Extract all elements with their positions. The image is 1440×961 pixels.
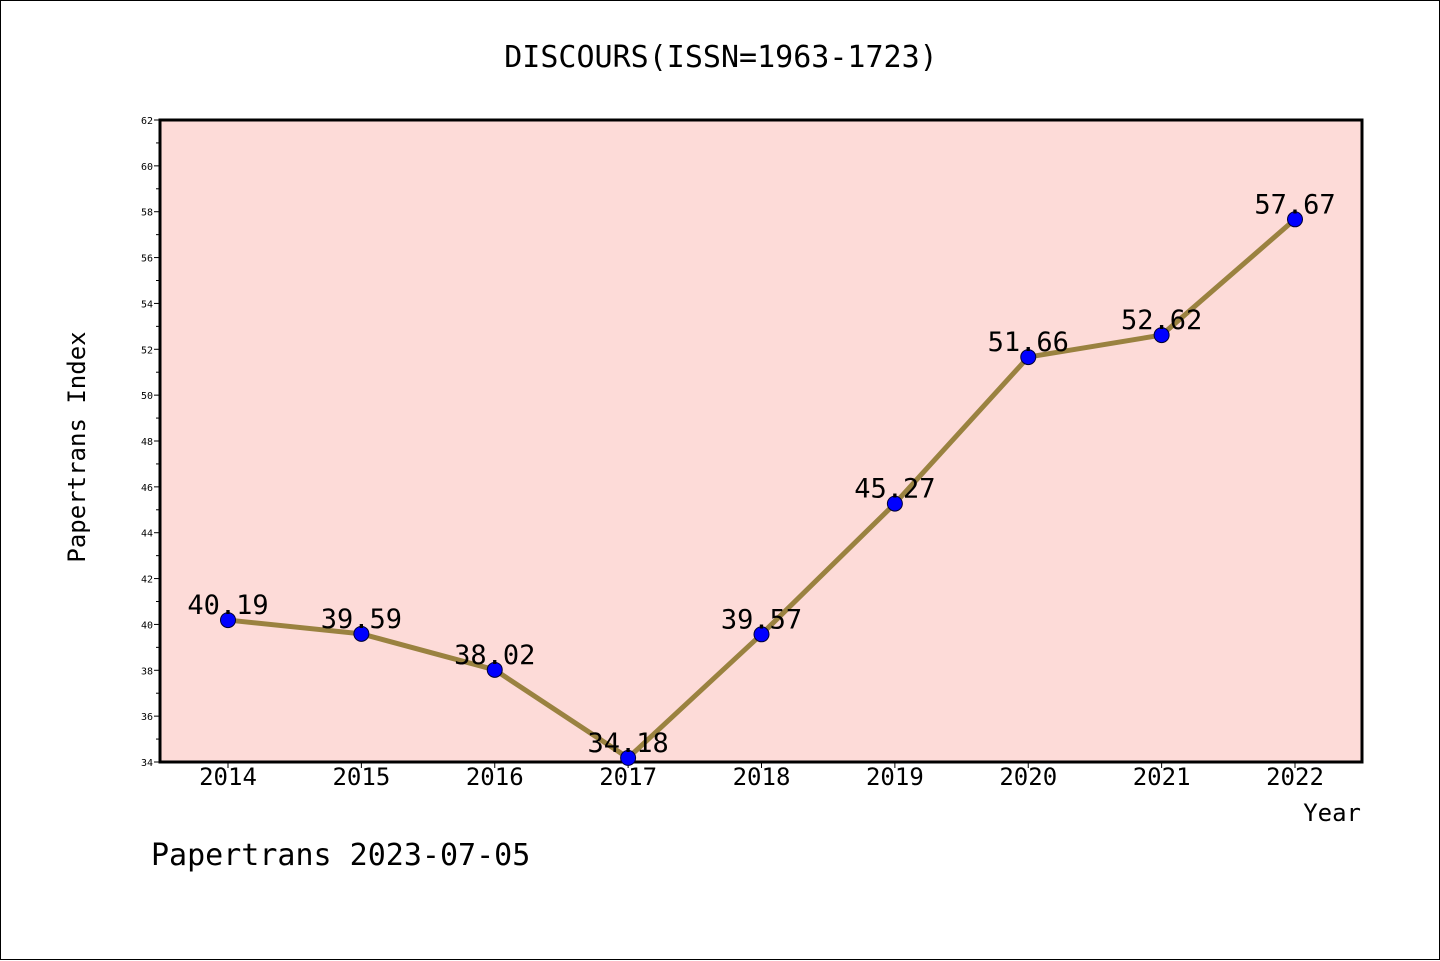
footer-credit: Papertrans 2023-07-05 (151, 838, 530, 873)
data-label: 39.57 (721, 604, 802, 635)
y-tick-label: 56 (141, 254, 153, 265)
x-axis: 2014 2015 2016 2017 2018 2019 2020 2021 2022 (199, 762, 1324, 791)
y-tick-label: 62 (141, 116, 153, 127)
y-tick-label: 36 (141, 712, 153, 723)
data-label: 57.67 (1254, 189, 1335, 220)
data-point (753, 626, 770, 643)
x-tick-label: 2017 (599, 763, 657, 791)
data-label: 39.59 (321, 604, 402, 635)
data-point (353, 625, 370, 642)
y-tick-label: 44 (141, 529, 153, 540)
x-tick-label: 2014 (199, 763, 257, 791)
y-tick-label: 40 (141, 620, 153, 631)
y-tick-label: 58 (141, 208, 153, 219)
y-tick-label: 34 (141, 758, 153, 769)
x-axis-label: Year (1303, 799, 1361, 827)
y-tick-label: 60 (141, 162, 153, 173)
y-axis-label: Papertrans Index (63, 331, 91, 562)
x-tick-label: 2019 (866, 763, 924, 791)
y-tick-label: 48 (141, 437, 153, 448)
data-point (1020, 349, 1037, 366)
plot-area (158, 118, 1364, 764)
y-tick-label: 42 (141, 575, 153, 586)
x-tick-label: 2016 (466, 763, 524, 791)
data-label: 38.02 (454, 640, 535, 671)
y-tick-label: 46 (141, 483, 153, 494)
x-tick-label: 2018 (733, 763, 791, 791)
x-tick-label: 2020 (999, 763, 1057, 791)
y-tick-label: 50 (141, 391, 153, 402)
series-layer: 40.19 39.59 38.02 34.18 39.57 45.27 51.66 52.62… (187, 189, 1336, 766)
chart-title: DISCOURS(ISSN=1963-1723) (504, 40, 937, 75)
data-point (620, 749, 637, 766)
data-label: 40.19 (187, 590, 268, 621)
x-tick-label: 2021 (1133, 763, 1191, 791)
data-point (220, 612, 236, 629)
y-tick-label: 54 (141, 299, 153, 310)
data-label: 51.66 (988, 327, 1069, 358)
x-tick-label: 2022 (1266, 763, 1324, 791)
data-point (1287, 211, 1303, 228)
x-tick-label: 2015 (332, 763, 390, 791)
data-point (886, 495, 903, 512)
y-tick-label: 52 (141, 345, 153, 356)
data-point (486, 661, 503, 678)
y-axis: 34 36 38 40 42 44 46 48 50 52 54 56 58 60 62 (141, 116, 160, 769)
data-label: 34.18 (587, 728, 668, 759)
data-point (1153, 327, 1170, 344)
data-label: 45.27 (854, 474, 935, 505)
y-tick-label: 38 (141, 666, 153, 677)
data-label: 52.62 (1121, 305, 1202, 336)
